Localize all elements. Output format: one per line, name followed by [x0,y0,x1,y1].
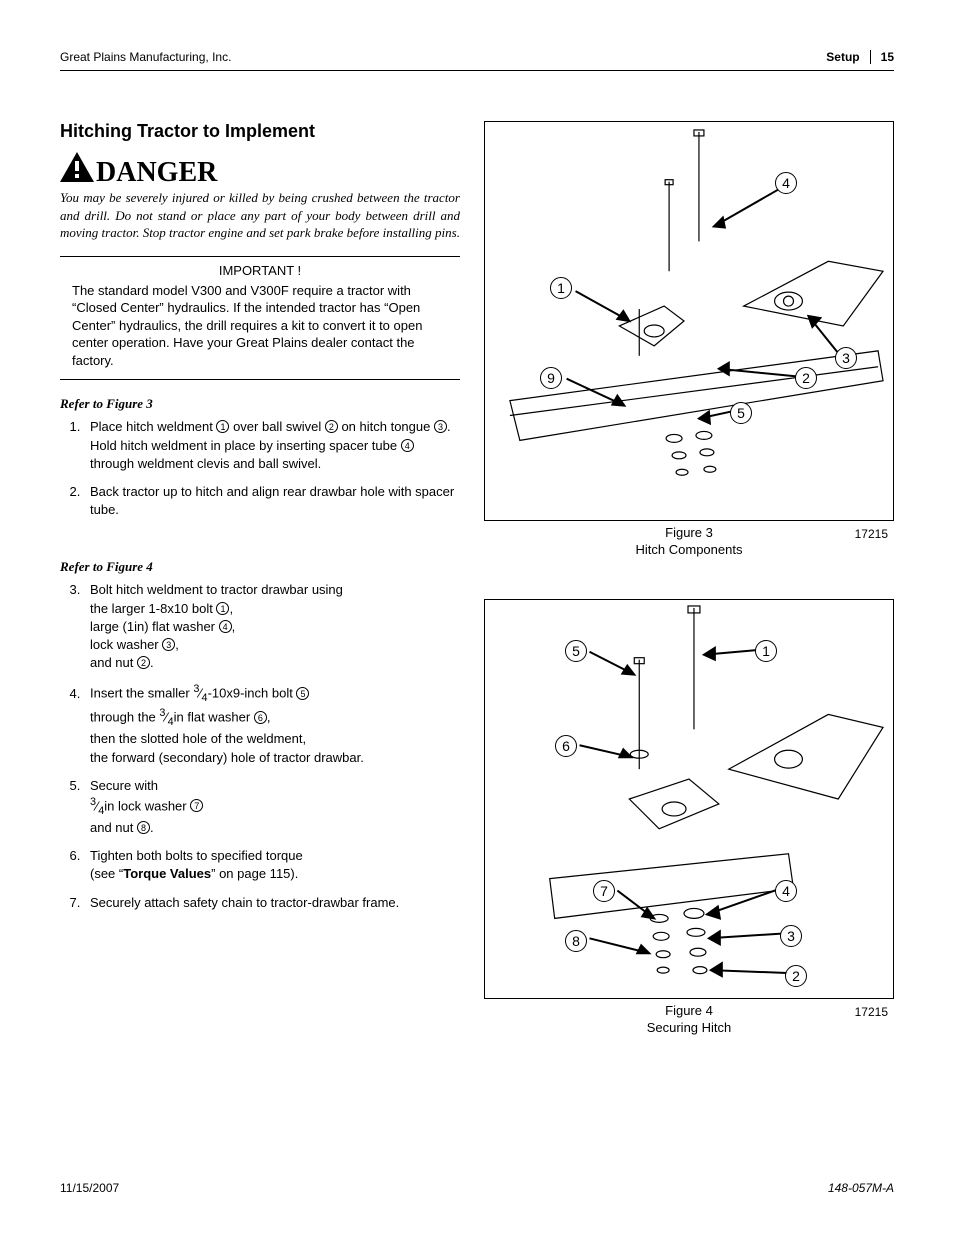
footer-date: 11/15/2007 [60,1181,119,1195]
step-item: Bolt hitch weldment to tractor drawbar u… [84,581,460,672]
step-item: Place hitch weldment 1 over ball swivel … [84,418,460,473]
figure-3-caption: Figure 3 Hitch Components [636,525,743,559]
figure-4-caption-row: Figure 4 Securing Hitch 17215 [484,1003,894,1037]
figure-3-box: 4 1 3 9 2 5 [484,121,894,521]
figure-4-block: 5 1 6 7 4 8 3 2 Figure 4 Securing Hitch 17215 [484,599,894,1037]
figure-callout: 1 [550,277,572,299]
page-body: Hitching Tractor to Implement DANGER You… [60,71,894,1181]
figure-3-diagram [485,122,893,520]
page-footer: 11/15/2007 148-057M-A [60,1181,894,1195]
left-column: Hitching Tractor to Implement DANGER You… [60,121,460,1181]
figure-callout: 7 [593,880,615,902]
danger-text: You may be severely injured or killed by… [60,189,460,242]
danger-heading: DANGER [60,152,460,187]
header-right: Setup 15 [826,50,894,64]
figure-callout: 4 [775,880,797,902]
step-item: Securely attach safety chain to tractor-… [84,894,460,912]
step-item: Back tractor up to hitch and align rear … [84,483,460,519]
figure-4-caption: Figure 4 Securing Hitch [647,1003,732,1037]
figure-4-name: Securing Hitch [647,1020,732,1035]
page: Great Plains Manufacturing, Inc. Setup 1… [0,0,954,1235]
header-page-number: 15 [881,50,894,64]
step-item: Insert the smaller 3⁄4-10x9-inch bolt 5t… [84,682,460,767]
page-header: Great Plains Manufacturing, Inc. Setup 1… [60,50,894,71]
section-title: Hitching Tractor to Implement [60,121,460,142]
important-label: IMPORTANT ! [72,263,448,278]
figure-3-label: Figure 3 [665,525,713,540]
figure-callout: 4 [775,172,797,194]
steps-list-1: Place hitch weldment 1 over ball swivel … [60,418,460,519]
important-text: The standard model V300 and V300F requir… [72,282,448,370]
footer-docid: 148-057M-A [828,1181,894,1195]
refer-figure-3: Refer to Figure 3 [60,396,460,412]
figure-callout: 5 [565,640,587,662]
header-section: Setup [826,50,870,64]
step-item: Tighten both bolts to specified torque(s… [84,847,460,883]
important-box: IMPORTANT ! The standard model V300 and … [60,256,460,381]
figure-callout: 3 [780,925,802,947]
figure-callout: 3 [835,347,857,369]
figure-4-diagram [485,600,893,998]
figure-3-caption-row: Figure 3 Hitch Components 17215 [484,525,894,559]
figure-callout: 2 [795,367,817,389]
figure-3-id: 17215 [855,527,888,541]
refer-figure-4: Refer to Figure 4 [60,559,460,575]
figure-3-block: 4 1 3 9 2 5 Figure 3 Hitch Components 17215 [484,121,894,559]
figure-3-name: Hitch Components [636,542,743,557]
figure-callout: 1 [755,640,777,662]
right-column: 4 1 3 9 2 5 Figure 3 Hitch Components 17215 [484,121,894,1181]
step-item: Secure with3⁄4in lock washer 7and nut 8. [84,777,460,837]
figure-4-id: 17215 [855,1005,888,1019]
danger-label: DANGER [96,159,217,187]
warning-triangle-icon [60,152,94,187]
figure-4-box: 5 1 6 7 4 8 3 2 [484,599,894,999]
figure-callout: 6 [555,735,577,757]
header-company: Great Plains Manufacturing, Inc. [60,50,231,64]
figure-callout: 8 [565,930,587,952]
figure-callout: 2 [785,965,807,987]
figure-4-label: Figure 4 [665,1003,713,1018]
figure-callout: 5 [730,402,752,424]
steps-list-2: Bolt hitch weldment to tractor drawbar u… [60,581,460,911]
danger-block: DANGER You may be severely injured or ki… [60,152,460,242]
figure-callout: 9 [540,367,562,389]
